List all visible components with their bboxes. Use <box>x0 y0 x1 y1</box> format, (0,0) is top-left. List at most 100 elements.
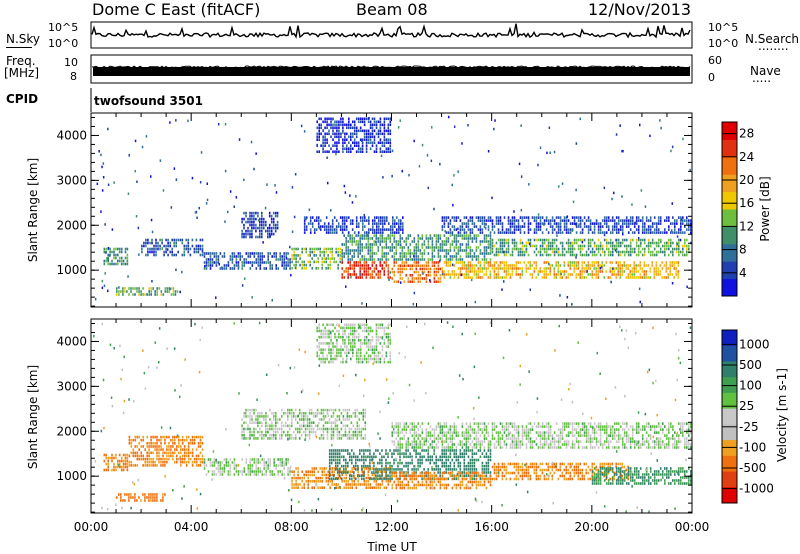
power-region-7 <box>316 117 392 153</box>
velocity-region-6 <box>291 467 392 489</box>
power-region-1 <box>116 287 179 296</box>
velocity-region-9 <box>491 462 629 481</box>
power-ytick-label-2: 3000 <box>56 173 87 187</box>
velocity-region-10 <box>591 467 692 485</box>
nsky-trace <box>91 23 691 39</box>
nsky-tick-top: 10^5 <box>48 21 79 34</box>
freq-tick-top: 10 <box>64 56 78 69</box>
x-tick-label-2: 08:00 <box>274 520 309 534</box>
power-colorbar-seg-3 <box>722 226 737 245</box>
velocity-colorbar-seg-1 <box>722 345 737 362</box>
power-colorbar-seg-2 <box>722 243 737 262</box>
nsearch-dots: ........ <box>758 39 789 53</box>
velocity-colorbar-tick-3: 25 <box>739 399 754 413</box>
nave-tick-bottom: 0 <box>708 71 715 84</box>
cpid-label: CPID <box>6 92 39 106</box>
power-colorbar-seg-5 <box>722 191 737 210</box>
velocity-colorbar-seg-6 <box>722 424 737 441</box>
velocity-colorbar-tick-2: 100 <box>739 379 762 393</box>
power-colorbar-tick-3: 16 <box>739 196 754 210</box>
velocity-colorbar-seg-8 <box>722 455 737 473</box>
power-colorbar-tick-2: 12 <box>739 219 754 233</box>
freq-unit-label: [MHz] <box>4 66 40 80</box>
nsearch-tick-top: 10^5 <box>708 21 739 34</box>
nsky-tick-bottom: 10^0 <box>48 37 79 50</box>
velocity-colorbar-seg-7 <box>722 440 737 457</box>
nsky-label: N.Sky <box>6 32 41 46</box>
cpid-value: twofsound 3501 <box>94 94 203 108</box>
nsky-underline <box>6 47 32 48</box>
velocity-colorbar-tick-4: -25 <box>739 420 759 434</box>
velocity-colorbar-tick-0: 1000 <box>739 337 770 351</box>
velocity-ytick-label-1: 2000 <box>56 424 87 438</box>
velocity-region-2 <box>128 435 204 467</box>
power-speckle <box>94 115 691 306</box>
velocity-region-1 <box>116 493 166 502</box>
velocity-colorbar-tick-7: -1000 <box>739 482 774 496</box>
velocity-colorbar-seg-10 <box>722 487 737 504</box>
x-tick-label-3: 12:00 <box>374 520 409 534</box>
velocity-colorbar-tick-5: -100 <box>739 440 766 454</box>
power-colorbar-tick-1: 8 <box>739 243 747 257</box>
velocity-region-11 <box>391 422 692 449</box>
velocity-ytick-label-0: 1000 <box>56 469 87 483</box>
velocity-colorbar-seg-5 <box>722 408 737 425</box>
power-colorbar-seg-6 <box>722 174 737 193</box>
velocity-region-8 <box>391 471 492 490</box>
freq-trace <box>91 65 691 69</box>
power-colorbar-seg-8 <box>722 139 737 158</box>
velocity-region-4 <box>241 408 367 440</box>
power-region-9 <box>391 261 442 283</box>
velocity-ytick-label-2: 3000 <box>56 379 87 393</box>
power-colorbar-seg-0 <box>722 278 737 297</box>
beam-label: Beam 08 <box>356 0 428 19</box>
nave-tick-top: 60 <box>708 54 722 67</box>
power-region-3 <box>203 252 291 270</box>
x-tick-label-0: 00:00 <box>74 520 109 534</box>
power-region-12 <box>491 238 692 257</box>
x-tick-label-5: 20:00 <box>575 520 610 534</box>
date-label: 12/Nov/2013 <box>588 0 692 19</box>
nsearch-tick-bottom: 10^0 <box>708 37 739 50</box>
power-colorbar-frame <box>721 121 738 297</box>
power-region-2 <box>141 238 204 257</box>
x-tick-label-4: 16:00 <box>474 520 509 534</box>
x-tick-label-1: 04:00 <box>174 520 209 534</box>
power-ytick-label-3: 4000 <box>56 128 87 142</box>
nave-dots: ..... <box>752 71 772 85</box>
power-region-10 <box>341 234 492 261</box>
power-colorbar-tick-4: 20 <box>739 173 754 187</box>
freq-label: Freq. <box>6 54 36 68</box>
power-region-8 <box>341 261 392 279</box>
power-colorbar-seg-4 <box>722 209 737 227</box>
power-region-11 <box>441 261 680 279</box>
velocity-colorbar-frame <box>721 329 738 504</box>
power-region-0 <box>103 247 129 266</box>
velocity-ytick-label-3: 4000 <box>56 334 87 348</box>
velocity-region-5 <box>316 323 392 364</box>
freq-tick-bottom: 8 <box>70 70 77 83</box>
power-ytick-label-0: 1000 <box>56 263 87 277</box>
power-colorbar-seg-9 <box>722 122 737 140</box>
nsearch-label: N.Search <box>745 32 800 46</box>
velocity-colorbar-seg-9 <box>722 471 737 488</box>
velocity-colorbar-seg-4 <box>722 392 737 410</box>
velocity-colorbar-tick-6: -500 <box>739 461 766 475</box>
power-region-13 <box>441 216 692 234</box>
power-region-5 <box>291 247 341 270</box>
velocity-colorbar-seg-0 <box>722 330 737 347</box>
power-colorbar-tick-5: 24 <box>739 150 754 164</box>
power-region-6 <box>303 216 404 234</box>
station-title: Dome C East (fitACF) <box>92 0 261 19</box>
power-colorbar-seg-1 <box>722 261 737 280</box>
velocity-colorbar-tick-1: 500 <box>739 358 762 372</box>
nave-label: Nave <box>750 64 781 78</box>
power-colorbar-tick-6: 28 <box>739 127 754 141</box>
power-ytick-label-1: 2000 <box>56 218 87 232</box>
velocity-region-3 <box>203 458 291 476</box>
power-colorbar-seg-7 <box>722 156 737 175</box>
nsky-strip-frame <box>90 21 693 49</box>
x-tick-label-6: 00:00 <box>675 520 710 534</box>
freq-strip-frame <box>90 54 693 84</box>
